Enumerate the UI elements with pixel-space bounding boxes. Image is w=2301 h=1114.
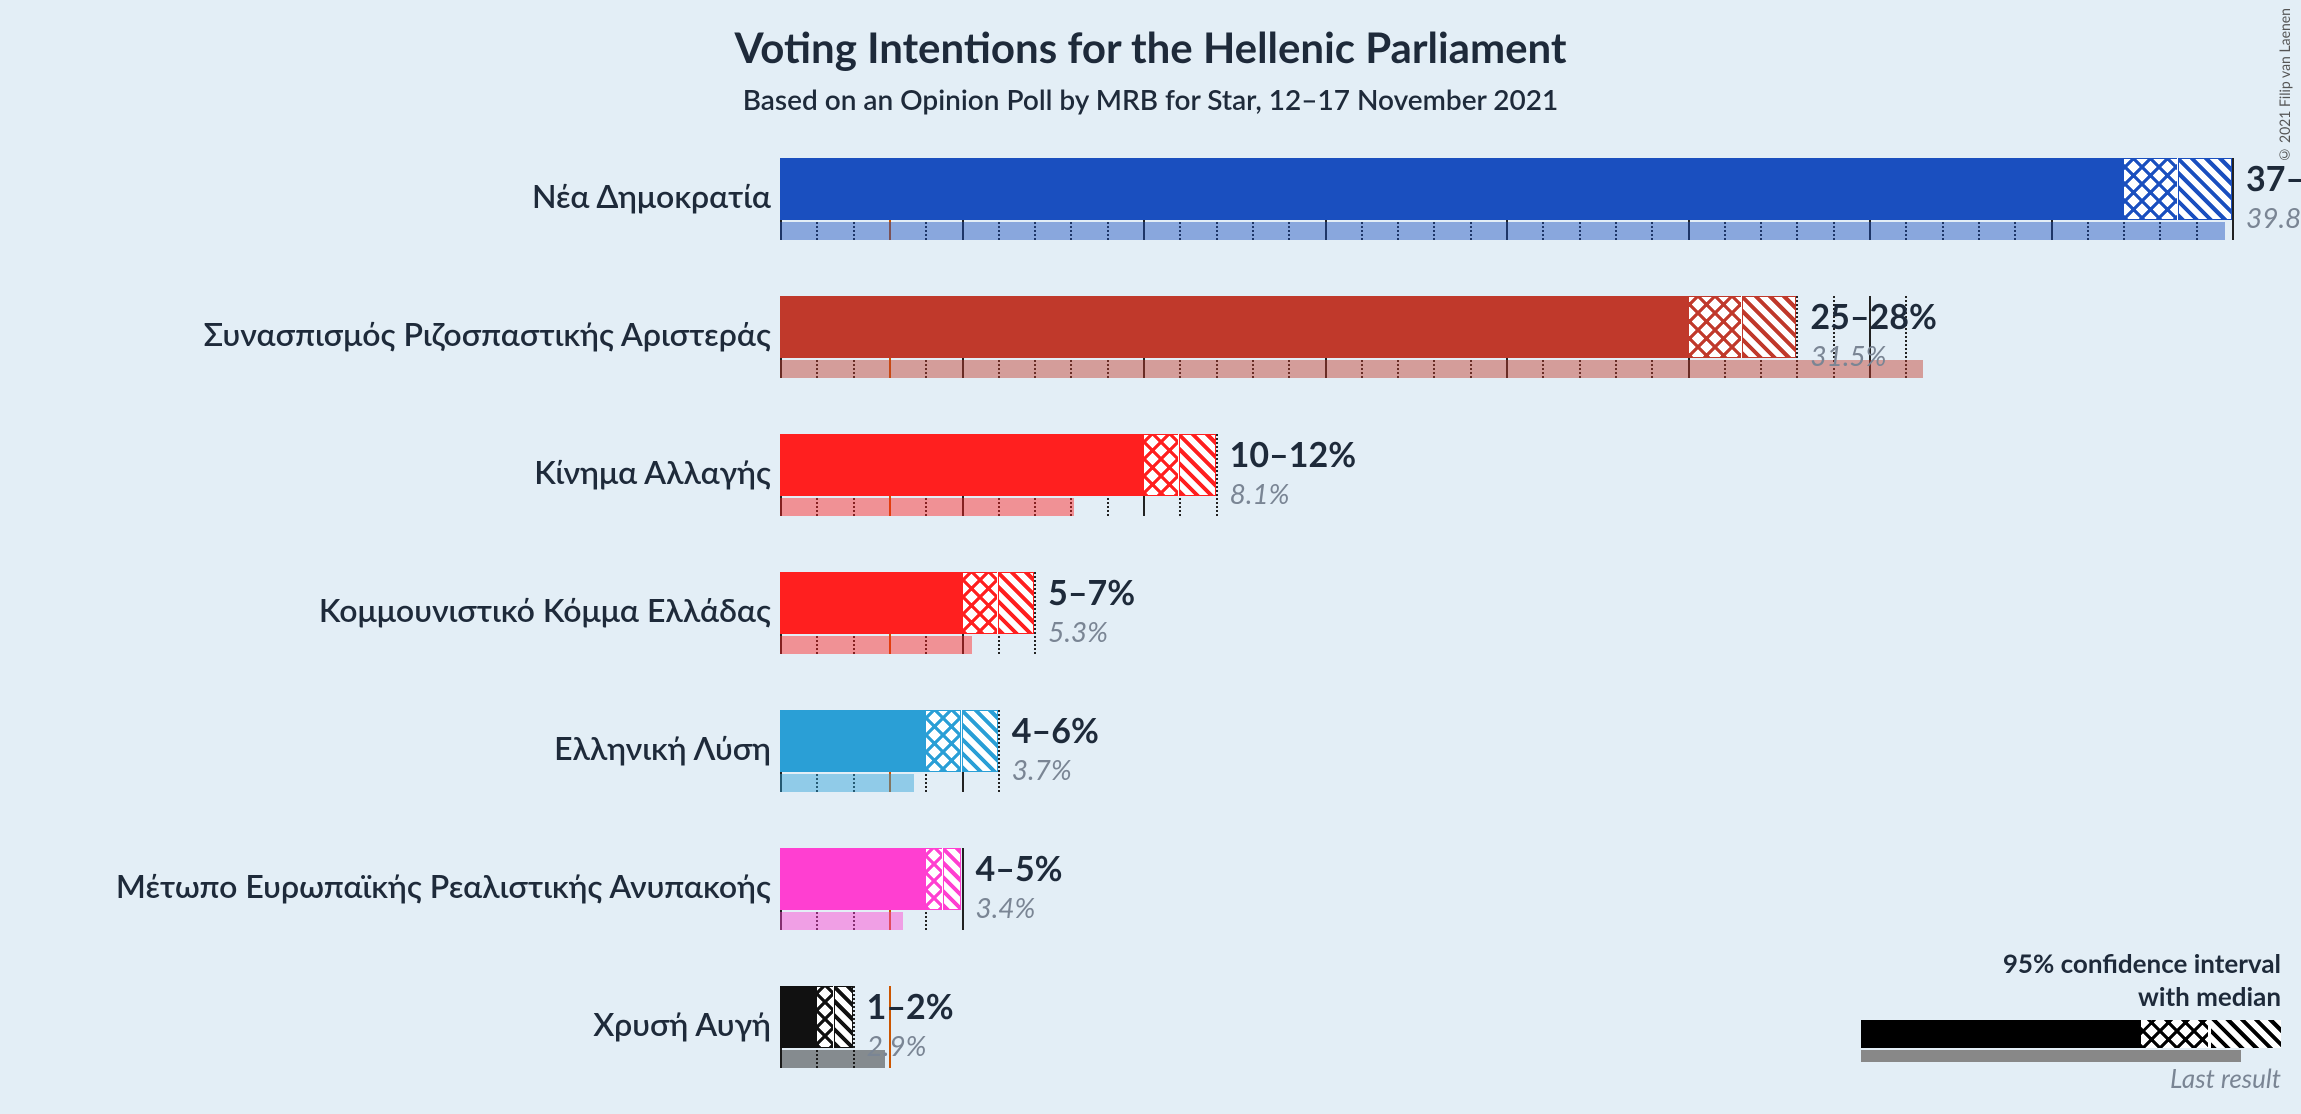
bar-solid-segment <box>780 848 925 910</box>
bar-hatch-lower <box>816 986 834 1048</box>
confidence-bar <box>780 158 2232 220</box>
value-last-label: 31.5% <box>1810 338 1886 372</box>
party-row: Κομμουνιστικό Κόμμα Ελλάδας 5–7%5.3% <box>0 564 2301 702</box>
bar-hatch-upper <box>2178 158 2232 220</box>
last-result-bar <box>780 498 1074 516</box>
chart-subtitle: Based on an Opinion Poll by MRB for Star… <box>0 82 2301 116</box>
confidence-bar <box>780 986 853 1048</box>
legend-title: 95% confidence interval with median <box>1861 947 2281 1012</box>
last-result-bar <box>780 222 2225 240</box>
party-row: Κίνημα Αλλαγής 10–12%8.1% <box>0 426 2301 564</box>
value-last-label: 2.9% <box>867 1028 927 1062</box>
last-result-bar <box>780 774 914 792</box>
value-range-label: 5–7% <box>1048 572 1135 613</box>
bar-solid-segment <box>780 710 925 772</box>
value-range-label: 10–12% <box>1230 434 1356 475</box>
legend-title-line1: 95% confidence interval <box>2003 947 2281 979</box>
value-range-label: 4–6% <box>1012 710 1099 751</box>
gridline-minor <box>998 710 1000 792</box>
value-range-label: 25–28% <box>1810 296 1936 337</box>
value-last-label: 39.8% <box>2246 200 2301 234</box>
last-result-bar <box>780 360 1923 378</box>
party-label: Μέτωπο Ευρωπαϊκής Ρεαλιστικής Ανυπακοής <box>116 840 771 930</box>
party-label: Χρυσή Αυγή <box>593 978 771 1068</box>
value-range-label: 4–5% <box>976 848 1063 889</box>
bar-hatch-upper <box>1742 296 1796 358</box>
confidence-bar <box>780 434 1216 496</box>
bar-hatch-lower <box>925 710 961 772</box>
legend-last-label: Last result <box>1861 1062 2281 1094</box>
chart-title: Voting Intentions for the Hellenic Parli… <box>0 22 2301 72</box>
party-label: Ελληνική Λύση <box>554 702 771 792</box>
legend-bar <box>1861 1020 2281 1062</box>
last-result-bar <box>780 912 903 930</box>
bar-hatch-upper <box>998 572 1034 634</box>
value-last-label: 3.4% <box>976 890 1036 924</box>
bar-solid-segment <box>780 986 816 1048</box>
bar-hatch-lower <box>2123 158 2177 220</box>
legend-last-bar <box>1861 1050 2241 1062</box>
gridline-minor <box>1216 434 1218 516</box>
bar-hatch-lower <box>1688 296 1742 358</box>
bar-hatch-upper <box>834 986 852 1048</box>
party-row: Νέα Δημοκρατία 37–40%39.8% <box>0 150 2301 288</box>
bar-hatch-upper <box>1179 434 1215 496</box>
confidence-bar <box>780 572 1034 634</box>
confidence-bar <box>780 710 998 772</box>
last-result-bar <box>780 636 972 654</box>
bar-solid-segment <box>780 158 2123 220</box>
gridline-minor <box>1034 572 1036 654</box>
gridline-major <box>2232 158 2234 240</box>
party-label: Κίνημα Αλλαγής <box>534 426 771 516</box>
bar-solid-segment <box>780 434 1143 496</box>
value-range-label: 37–40% <box>2246 158 2301 199</box>
confidence-bar <box>780 848 962 910</box>
chart-page: © 2021 Filip van Laenen Voting Intention… <box>0 0 2301 1114</box>
bar-solid-segment <box>780 572 962 634</box>
bar-hatch-lower <box>962 572 998 634</box>
party-row: Συνασπισμός Ριζοσπαστικής Αριστεράς 25–28… <box>0 288 2301 426</box>
confidence-bar <box>780 296 1796 358</box>
legend-bar-hatch-upper <box>2211 1020 2281 1048</box>
party-label: Κομμουνιστικό Κόμμα Ελλάδας <box>319 564 771 654</box>
bar-hatch-upper <box>962 710 998 772</box>
party-label: Συνασπισμός Ριζοσπαστικής Αριστεράς <box>204 288 771 378</box>
bar-hatch-lower <box>1143 434 1179 496</box>
legend-title-line2: with median <box>2138 980 2281 1012</box>
bar-hatch-lower <box>925 848 943 910</box>
bar-hatch-upper <box>943 848 961 910</box>
bar-solid-segment <box>780 296 1688 358</box>
party-row: Ελληνική Λύση 4–6%3.7% <box>0 702 2301 840</box>
value-range-label: 1–2% <box>867 986 954 1027</box>
value-last-label: 5.3% <box>1048 614 1108 648</box>
value-last-label: 8.1% <box>1230 476 1290 510</box>
party-label: Νέα Δημοκρατία <box>532 150 771 240</box>
value-last-label: 3.7% <box>1012 752 1072 786</box>
legend: 95% confidence interval with median Last… <box>1861 947 2281 1094</box>
gridline-major <box>962 848 964 930</box>
